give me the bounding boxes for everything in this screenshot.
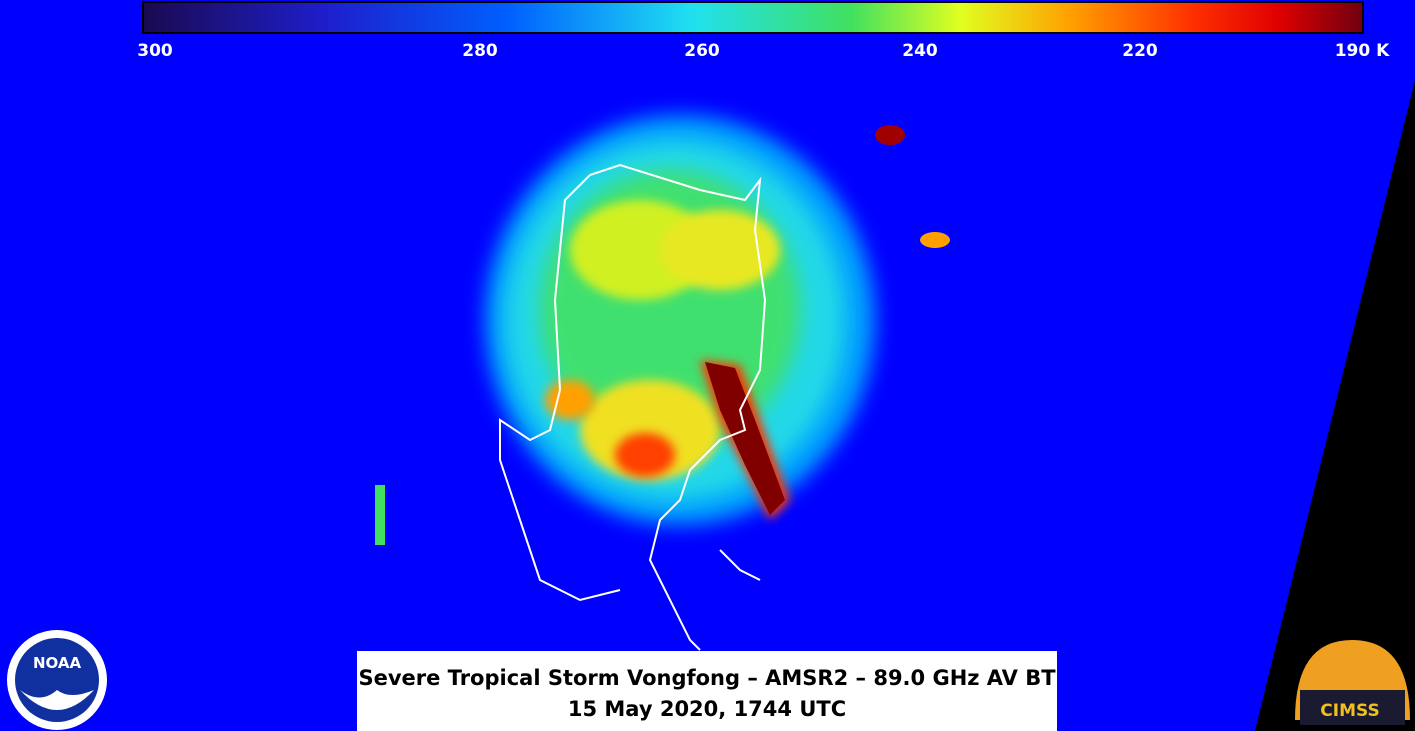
noaa-text: NOAA	[33, 654, 82, 672]
colorbar-label: 280	[462, 41, 498, 61]
colorbar	[142, 1, 1364, 34]
caption-title: Severe Tropical Storm Vongfong – AMSR2 –…	[358, 666, 1056, 690]
no-data-wedge	[1255, 80, 1415, 731]
cimss-text: CIMSS	[1320, 701, 1379, 721]
coastline	[499, 163, 767, 651]
noaa-logo: NOAA	[7, 630, 107, 730]
colorbar-label: 190 K	[1335, 41, 1390, 61]
colorbar-label: 220	[1122, 41, 1158, 61]
colorbar-labels: 300 280 260 240 220 190 K	[137, 41, 1390, 61]
colorbar-label: 260	[684, 41, 720, 61]
storm	[375, 115, 950, 545]
colorbar-label: 300	[137, 41, 173, 61]
colorbar-label: 240	[902, 41, 938, 61]
caption-box	[357, 651, 1057, 731]
cimss-logo: CIMSS	[1295, 640, 1410, 725]
caption-date: 15 May 2020, 1744 UTC	[568, 697, 846, 721]
